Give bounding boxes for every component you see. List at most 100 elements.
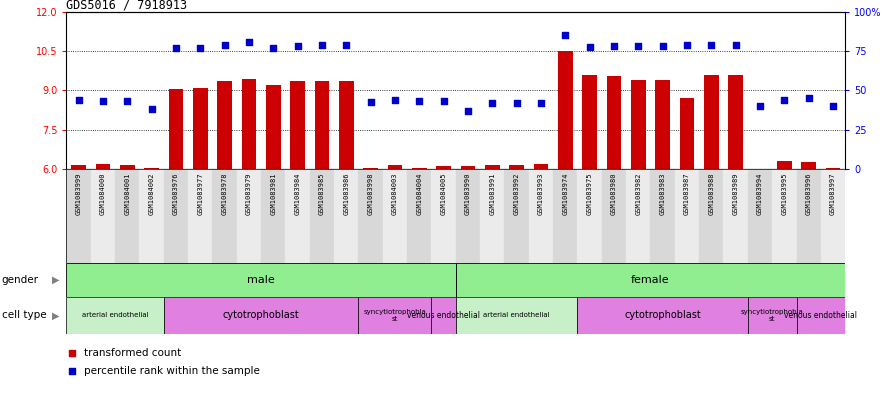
Text: GSM1083987: GSM1083987 (684, 173, 690, 215)
Point (436, 98, 450, 104)
Text: GSM1084002: GSM1084002 (149, 173, 155, 215)
Bar (607, 76, 621, 169)
Bar (310, 169, 335, 263)
Bar (164, 297, 358, 334)
Point (169, 45, 183, 51)
Point (656, 43, 670, 49)
Bar (218, 81, 232, 169)
Bar (485, 165, 499, 169)
Bar (242, 79, 257, 169)
Text: GSM1083984: GSM1083984 (295, 173, 301, 215)
Point (242, 39, 256, 45)
Bar (704, 75, 719, 169)
Bar (164, 169, 188, 263)
Bar (748, 169, 772, 263)
Text: venous endothelial: venous endothelial (407, 311, 480, 320)
Text: GSM1083997: GSM1083997 (830, 173, 836, 215)
Point (485, 100, 499, 107)
Bar (72, 165, 86, 169)
Point (510, 100, 524, 107)
Text: cytotrophoblast: cytotrophoblast (624, 310, 701, 320)
Text: GSM1083996: GSM1083996 (805, 173, 812, 215)
Bar (699, 169, 724, 263)
Point (558, 32, 573, 39)
Text: male: male (247, 275, 275, 285)
Text: transformed count: transformed count (84, 348, 181, 358)
Bar (66, 297, 164, 334)
Point (412, 98, 427, 104)
Text: GSM1083989: GSM1083989 (733, 173, 739, 215)
Bar (436, 166, 450, 169)
Text: GSM1083988: GSM1083988 (708, 173, 714, 215)
Bar (680, 98, 695, 169)
Bar (553, 169, 577, 263)
Bar (650, 169, 675, 263)
Bar (802, 162, 816, 169)
Point (534, 100, 548, 107)
Bar (796, 297, 845, 334)
Text: ▶: ▶ (52, 310, 59, 320)
Text: GSM1083979: GSM1083979 (246, 173, 252, 215)
Text: venous endothelial: venous endothelial (784, 311, 858, 320)
Bar (460, 166, 475, 169)
Bar (509, 165, 524, 169)
Bar (728, 75, 743, 169)
Bar (115, 169, 140, 263)
Point (802, 95, 816, 101)
Text: female: female (631, 275, 670, 285)
Text: GSM1084004: GSM1084004 (416, 173, 422, 215)
Bar (168, 89, 183, 169)
Text: GSM1083991: GSM1083991 (489, 173, 496, 215)
Bar (558, 51, 573, 169)
Point (72, 96, 86, 103)
Point (364, 99, 378, 105)
Bar (777, 161, 792, 169)
Text: GSM1083980: GSM1083980 (611, 173, 617, 215)
Bar (66, 263, 456, 297)
Bar (431, 169, 456, 263)
Bar (96, 164, 110, 169)
Point (218, 41, 232, 48)
Text: GSM1083995: GSM1083995 (781, 173, 788, 215)
Bar (91, 169, 115, 263)
Point (704, 42, 719, 48)
Point (777, 96, 791, 103)
Bar (237, 169, 261, 263)
Point (339, 41, 353, 48)
Point (144, 106, 158, 112)
Point (65, 368, 79, 375)
Text: GSM1084003: GSM1084003 (392, 173, 398, 215)
Text: GSM1083974: GSM1083974 (562, 173, 568, 215)
Point (826, 103, 840, 109)
Bar (724, 169, 748, 263)
Bar (748, 297, 796, 334)
Point (680, 42, 694, 48)
Bar (675, 169, 699, 263)
Bar (821, 169, 845, 263)
Bar (339, 81, 353, 169)
Bar (796, 169, 821, 263)
Bar (655, 80, 670, 169)
Bar (534, 164, 549, 169)
Text: gender: gender (2, 275, 39, 285)
Point (266, 45, 281, 51)
Text: ▶: ▶ (52, 275, 59, 285)
Bar (407, 169, 431, 263)
Point (290, 43, 304, 49)
Point (607, 43, 621, 49)
Text: GSM1083990: GSM1083990 (465, 173, 471, 215)
Bar (212, 169, 237, 263)
Text: cytotrophoblast: cytotrophoblast (223, 310, 299, 320)
Bar (582, 75, 596, 169)
Text: GSM1083994: GSM1083994 (757, 173, 763, 215)
Text: GSM1083992: GSM1083992 (513, 173, 519, 215)
Bar (363, 168, 378, 169)
Bar (119, 165, 135, 169)
Text: GSM1083981: GSM1083981 (270, 173, 276, 215)
Text: GSM1083976: GSM1083976 (173, 173, 179, 215)
Point (65, 350, 79, 356)
Bar (140, 169, 164, 263)
Bar (382, 169, 407, 263)
Text: GSM1083975: GSM1083975 (587, 173, 593, 215)
Bar (261, 169, 285, 263)
